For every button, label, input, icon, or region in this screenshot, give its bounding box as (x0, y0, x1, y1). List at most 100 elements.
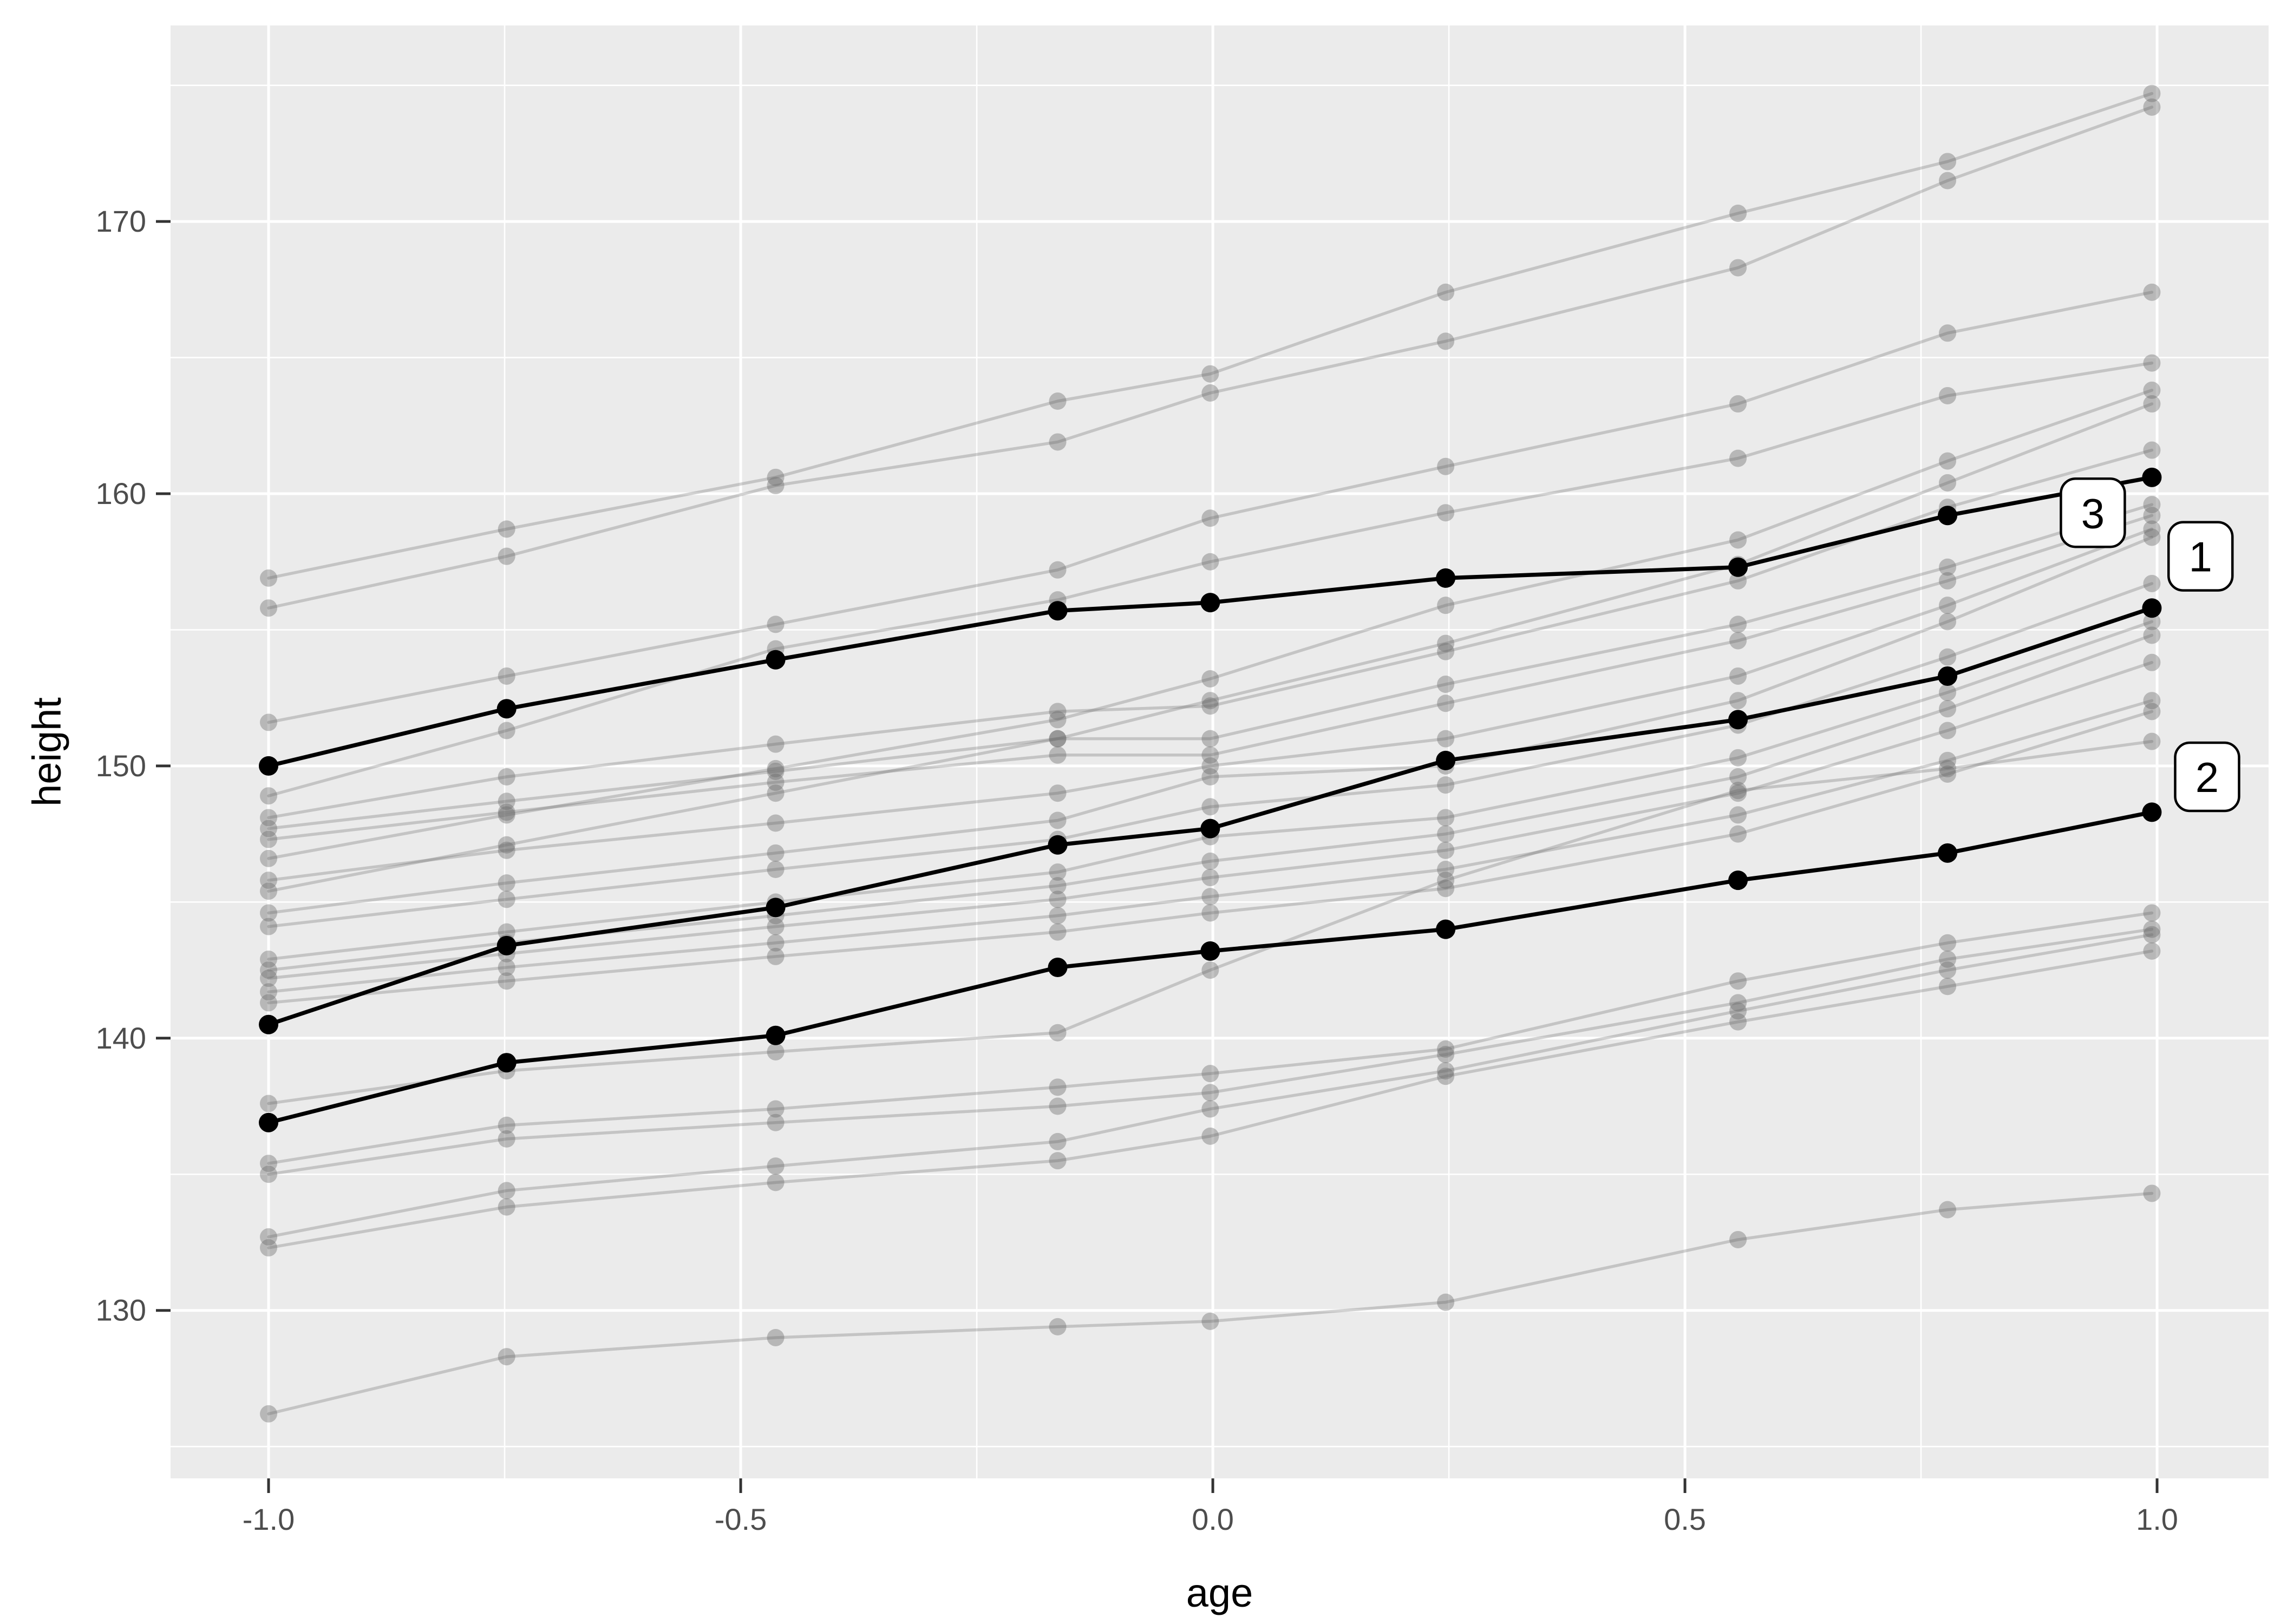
gray-data-point (2143, 520, 2161, 538)
gray-data-point (767, 615, 785, 633)
highlighted-data-point (1048, 601, 1068, 621)
gray-series-line (267, 535, 2154, 915)
gray-series-line (267, 503, 2154, 830)
gray-data-point (260, 1165, 278, 1183)
highlighted-data-point (496, 935, 517, 955)
gray-data-point (1437, 861, 1455, 879)
gray-data-point (1201, 1065, 1219, 1083)
gray-data-point (2143, 507, 2161, 525)
gray-data-point (767, 468, 785, 486)
gray-series-line (267, 106, 2154, 610)
gray-data-point (1049, 703, 1067, 721)
gray-data-point (1729, 259, 1747, 277)
highlighted-data-point (1728, 710, 1748, 730)
plot-panel (171, 25, 2269, 1478)
gray-data-point (260, 713, 278, 731)
gray-data-point (1729, 692, 1747, 710)
gray-data-point (767, 1114, 785, 1131)
gray-data-point (498, 1182, 515, 1200)
background-series-lines (267, 91, 2154, 1416)
series-label-box (2060, 477, 2126, 548)
gray-data-point (498, 547, 515, 565)
gray-series-line (267, 699, 2154, 994)
gray-data-point (767, 934, 785, 952)
gray-data-point (1437, 776, 1455, 794)
gray-data-point (2143, 732, 2161, 750)
gray-data-point (1437, 1062, 1455, 1080)
gray-data-point (767, 814, 785, 832)
gray-data-point (1049, 1152, 1067, 1170)
series-label-text: 1 (2189, 533, 2212, 581)
gray-data-point (2143, 920, 2161, 938)
gray-data-point (260, 950, 278, 968)
highlighted-data-point (2142, 467, 2162, 487)
gray-data-point (2143, 98, 2161, 116)
gray-data-point (2143, 692, 2161, 710)
gray-data-point (1939, 961, 1957, 979)
gray-data-point (1437, 880, 1455, 898)
gray-data-point (260, 882, 278, 900)
gray-data-point (2143, 84, 2161, 102)
gray-data-point (1049, 1024, 1067, 1042)
gray-data-point (1049, 433, 1067, 451)
gray-data-point (1437, 695, 1455, 712)
gray-data-point (2143, 441, 2161, 459)
gray-data-point (1201, 384, 1219, 402)
gray-data-point (1437, 504, 1455, 522)
gray-data-point (1049, 730, 1067, 748)
gray-data-point (1939, 1201, 1957, 1219)
series-label-box (2174, 741, 2240, 813)
series-label-box (2167, 521, 2234, 592)
x-tick-label: -0.5 (715, 1502, 767, 1536)
gray-data-point (2143, 283, 2161, 301)
gray-data-point (498, 1130, 515, 1148)
gray-data-point (1049, 1097, 1067, 1115)
gray-data-point (1201, 904, 1219, 922)
gray-data-point (260, 970, 278, 987)
gray-data-point (1201, 365, 1219, 383)
gray-data-point (1939, 684, 1957, 702)
gray-series-line (267, 582, 2154, 928)
gray-data-point (1437, 676, 1455, 693)
gray-data-point (1201, 746, 1219, 764)
highlighted-data-point (1938, 666, 1958, 686)
gray-data-point (1049, 784, 1067, 802)
gray-data-point (498, 806, 515, 824)
gray-data-point (1729, 1002, 1747, 1020)
series-label-1: 1 (2167, 521, 2234, 592)
gray-data-point (1437, 1045, 1455, 1063)
gray-data-point (1939, 474, 1957, 492)
highlighted-data-point (1728, 557, 1748, 577)
highlighted-data-point (496, 699, 517, 719)
gray-data-point (1729, 972, 1747, 990)
gray-data-point (1049, 561, 1067, 579)
gray-data-point (1729, 632, 1747, 650)
gray-series-line (267, 91, 2154, 580)
gray-data-point (498, 841, 515, 859)
gray-data-point (1201, 670, 1219, 687)
x-axis-title: age (1186, 1570, 1253, 1615)
gray-data-point (1729, 1230, 1747, 1248)
gray-data-point (1049, 907, 1067, 925)
gray-data-point (1437, 872, 1455, 889)
gray-series-line (267, 927, 2154, 1176)
gray-data-point (260, 599, 278, 617)
gray-data-point (767, 918, 785, 935)
x-tick-label: 1.0 (2136, 1502, 2178, 1536)
gray-data-point (1049, 877, 1067, 895)
highlighted-data-point (2142, 802, 2162, 822)
gray-data-point (498, 667, 515, 685)
gray-data-point (767, 476, 785, 494)
highlighted-data-point (1200, 818, 1220, 839)
gray-data-point (1437, 841, 1455, 859)
highlighted-data-point (1728, 870, 1748, 890)
highlighted-data-point (766, 898, 786, 918)
gray-data-point (1729, 531, 1747, 549)
gray-data-point (1939, 934, 1957, 952)
gray-data-point (1049, 863, 1067, 881)
gray-data-point (1729, 1013, 1747, 1031)
gray-data-point (260, 809, 278, 827)
highlighted-data-point (2142, 598, 2162, 618)
